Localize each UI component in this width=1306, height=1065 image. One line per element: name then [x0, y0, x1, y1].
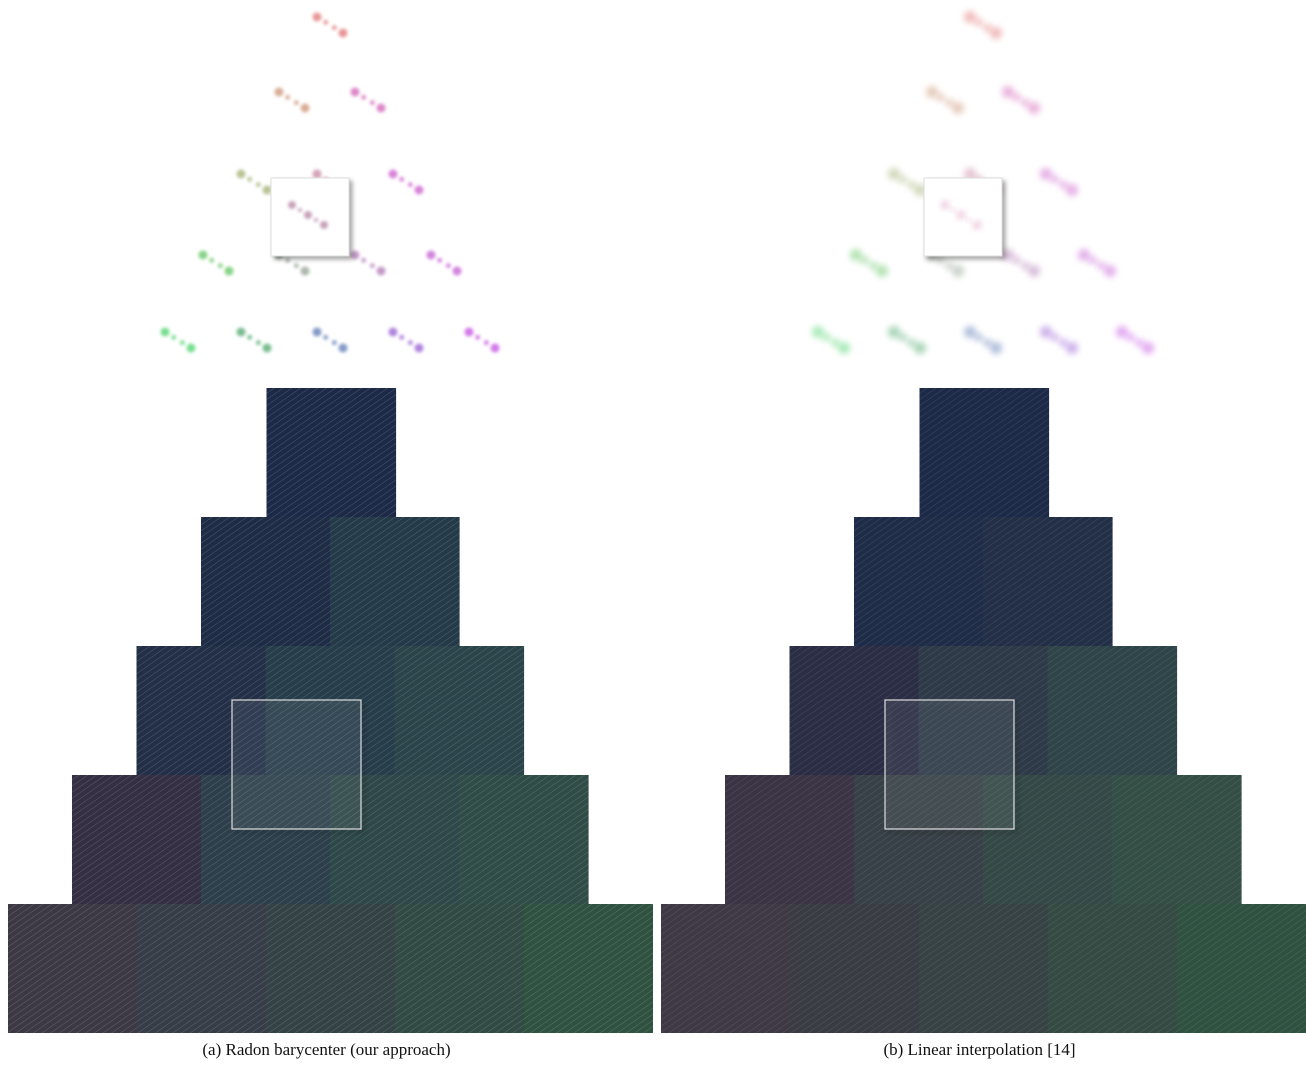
- dot-cluster: [236, 327, 272, 353]
- dot-cluster: [350, 250, 386, 276]
- dot-cluster: [312, 327, 348, 353]
- texture-magnifier-box: [231, 699, 362, 830]
- texture-tile: [524, 904, 653, 1033]
- texture-tile: [725, 775, 855, 904]
- dot-cluster: [236, 169, 272, 195]
- magnifier-dots: [288, 201, 328, 229]
- texture-tile: [854, 517, 984, 646]
- texture-tile: [330, 517, 460, 646]
- texture-pyramid: [8, 388, 653, 1033]
- dot-cluster: [312, 12, 348, 38]
- texture-tile: [790, 904, 920, 1033]
- texture-tile: [8, 904, 138, 1033]
- caption-b: (b) Linear interpolation [14]: [883, 1040, 1076, 1059]
- dot-cluster: [350, 87, 386, 113]
- panel-linear-interpolation: (b) Linear interpolation [14]: [653, 0, 1306, 1065]
- texture-tile: [459, 775, 589, 904]
- dot-cluster: [964, 326, 1002, 354]
- dot-cluster: [1002, 249, 1040, 277]
- texture-tile: [919, 388, 1050, 517]
- texture-tile: [395, 904, 525, 1033]
- texture-tile: [661, 904, 791, 1033]
- dot-cluster: [850, 249, 888, 277]
- texture-tile: [983, 517, 1113, 646]
- dot-cluster: [926, 86, 964, 114]
- dot-pyramid: [812, 11, 1154, 354]
- texture-pyramid: [661, 388, 1306, 1033]
- caption-a: (a) Radon barycenter (our approach): [202, 1040, 451, 1059]
- magnifier-dots: [941, 201, 981, 229]
- texture-tile: [1177, 904, 1306, 1033]
- dot-cluster: [198, 250, 234, 276]
- dot-cluster: [1002, 86, 1040, 114]
- dot-cluster: [388, 327, 424, 353]
- texture-magnifier-box: [884, 699, 1015, 830]
- texture-tile: [394, 646, 525, 775]
- dot-cluster: [812, 326, 850, 354]
- texture-tile: [919, 904, 1049, 1033]
- texture-tile: [72, 775, 202, 904]
- texture-tile: [201, 517, 331, 646]
- dot-cluster: [1078, 249, 1116, 277]
- dot-cluster: [888, 168, 926, 196]
- dot-cluster: [274, 87, 310, 113]
- dot-cluster: [426, 250, 462, 276]
- dot-cluster: [464, 327, 500, 353]
- dot-cluster: [388, 169, 424, 195]
- dot-cluster: [1040, 326, 1078, 354]
- texture-tile: [1112, 775, 1242, 904]
- texture-tile: [983, 775, 1113, 904]
- texture-tile: [266, 904, 396, 1033]
- panel-a-graphic: [8, 12, 653, 1033]
- texture-tile: [266, 388, 397, 517]
- panel-radon-barycenter: (a) Radon barycenter (our approach): [8, 12, 653, 1059]
- dot-cluster: [160, 327, 196, 353]
- dot-cluster: [964, 11, 1002, 39]
- dot-cluster: [888, 326, 926, 354]
- texture-tile: [137, 904, 267, 1033]
- texture-tile: [1048, 904, 1178, 1033]
- dot-cluster: [1116, 326, 1154, 354]
- panel-b-graphic: [661, 11, 1306, 1033]
- dot-cluster: [1040, 168, 1078, 196]
- texture-tile: [1047, 646, 1178, 775]
